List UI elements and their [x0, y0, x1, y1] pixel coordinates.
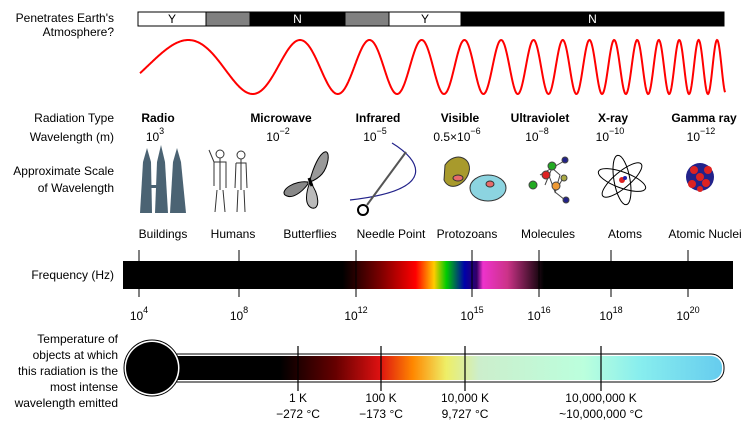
wave-line	[139, 38, 726, 96]
frequency-tick-label: 1018	[599, 305, 622, 323]
atmosphere-segment-label: Y	[421, 12, 429, 26]
band-name: Infrared	[356, 111, 401, 125]
tick-exponent: 20	[690, 305, 700, 315]
band-wavelength: 10−8	[525, 126, 549, 144]
temperature-kelvin: 100 K	[365, 391, 396, 405]
wavelength-exponent: −6	[470, 126, 480, 136]
atmosphere-segment	[460, 11, 725, 27]
tick-exponent: 16	[541, 305, 551, 315]
band-name: Ultraviolet	[511, 111, 570, 125]
wavelength-base: 10	[266, 130, 280, 144]
tick-base: 10	[230, 309, 244, 323]
radiation-type-label: Radiation Type	[34, 111, 114, 125]
scale-object-label: Protozoans	[437, 227, 498, 241]
atmosphere-label-2: Atmosphere?	[43, 25, 115, 39]
band-wavelength: 103	[146, 126, 164, 144]
band-wavelength: 10−10	[596, 126, 625, 144]
wavelength-exponent: −5	[377, 126, 387, 136]
atmosphere-segment	[205, 11, 251, 27]
wavelength-exponent: −10	[609, 126, 624, 136]
frequency-tick-label: 1012	[344, 305, 367, 323]
temp-label-5: wavelength emitted	[14, 396, 118, 410]
band-name: Visible	[441, 111, 480, 125]
atmosphere-segment	[344, 11, 390, 27]
band-wavelength: 10−5	[363, 126, 387, 144]
scale-object-label: Buildings	[139, 227, 188, 241]
frequency-label: Frequency (Hz)	[31, 268, 114, 282]
tick-base: 10	[676, 309, 690, 323]
atmosphere-label-1: Penetrates Earth's	[16, 11, 114, 25]
tick-exponent: 4	[143, 305, 148, 315]
atmosphere-segment-label: N	[588, 12, 597, 26]
atom-icon	[597, 154, 647, 206]
frequency-tick-label: 1016	[527, 305, 550, 323]
band-name: X-ray	[598, 111, 628, 125]
protozoan-icon	[443, 156, 507, 202]
tick-exponent: 8	[243, 305, 248, 315]
scale-object-label: Atoms	[608, 227, 642, 241]
wavelength-base: 10	[363, 130, 377, 144]
band-wavelength: 10−12	[687, 126, 716, 144]
scale-object-label: Atomic Nuclei	[668, 227, 741, 241]
atomic-nucleus-icon	[686, 163, 714, 192]
tick-base: 10	[130, 309, 144, 323]
wavelength-base: 10	[687, 130, 701, 144]
temp-label-2: objects at which	[33, 348, 118, 362]
temperature-celsius: −272 °C	[276, 407, 320, 421]
humans-icon	[208, 149, 248, 213]
scale-object-label: Molecules	[521, 227, 575, 241]
wavelength-base: 0.5×10	[433, 130, 470, 144]
temperature-celsius: 9,727 °C	[442, 407, 489, 421]
temp-label-1: Temperature of	[37, 332, 118, 346]
frequency-tick-label: 1015	[460, 305, 483, 323]
scale-label-2: of Wavelength	[38, 181, 114, 195]
band-name: Microwave	[250, 111, 312, 125]
wavelength-label: Wavelength (m)	[30, 130, 114, 144]
buildings-icon	[140, 145, 186, 213]
tick-exponent: 18	[613, 305, 623, 315]
atmosphere-segment-label: Y	[168, 12, 176, 26]
wavelength-exponent: 3	[159, 126, 164, 136]
band-wavelength: 10−2	[266, 126, 290, 144]
band-name: Gamma ray	[671, 111, 737, 125]
atmosphere-segment-label: N	[293, 12, 302, 26]
temperature-kelvin: 10,000 K	[441, 391, 489, 405]
band-name: Radio	[141, 111, 174, 125]
wavelength-base: 10	[596, 130, 610, 144]
tick-base: 10	[599, 309, 613, 323]
frequency-bar	[123, 261, 733, 289]
temperature-celsius: ~10,000,000 °C	[559, 407, 643, 421]
frequency-tick-label: 104	[130, 305, 148, 323]
scale-object-label: Needle Point	[357, 227, 426, 241]
temperature-celsius: −173 °C	[359, 407, 403, 421]
temperature-kelvin: 10,000,000 K	[565, 391, 636, 405]
butterfly-icon	[283, 151, 329, 209]
temp-label-3: this radiation is the	[18, 364, 118, 378]
tick-base: 10	[460, 309, 474, 323]
scale-object-label: Humans	[211, 227, 256, 241]
wavelength-base: 10	[146, 130, 160, 144]
wavelength-exponent: −12	[700, 126, 715, 136]
tick-exponent: 12	[358, 305, 368, 315]
wavelength-base: 10	[525, 130, 539, 144]
frequency-tick-label: 1020	[676, 305, 699, 323]
temperature-kelvin: 1 K	[289, 391, 307, 405]
band-wavelength: 0.5×10−6	[433, 126, 480, 144]
scale-label-1: Approximate Scale	[13, 164, 114, 178]
temp-label-4: most intense	[50, 380, 118, 394]
thermometer	[123, 339, 725, 397]
wavelength-exponent: −2	[280, 126, 290, 136]
frequency-tick-label: 108	[230, 305, 248, 323]
tick-exponent: 15	[474, 305, 484, 315]
tick-base: 10	[527, 309, 541, 323]
needle-icon	[349, 142, 417, 216]
tick-base: 10	[344, 309, 358, 323]
wavelength-exponent: −8	[539, 126, 549, 136]
molecule-icon	[528, 156, 570, 204]
scale-object-label: Butterflies	[283, 227, 336, 241]
